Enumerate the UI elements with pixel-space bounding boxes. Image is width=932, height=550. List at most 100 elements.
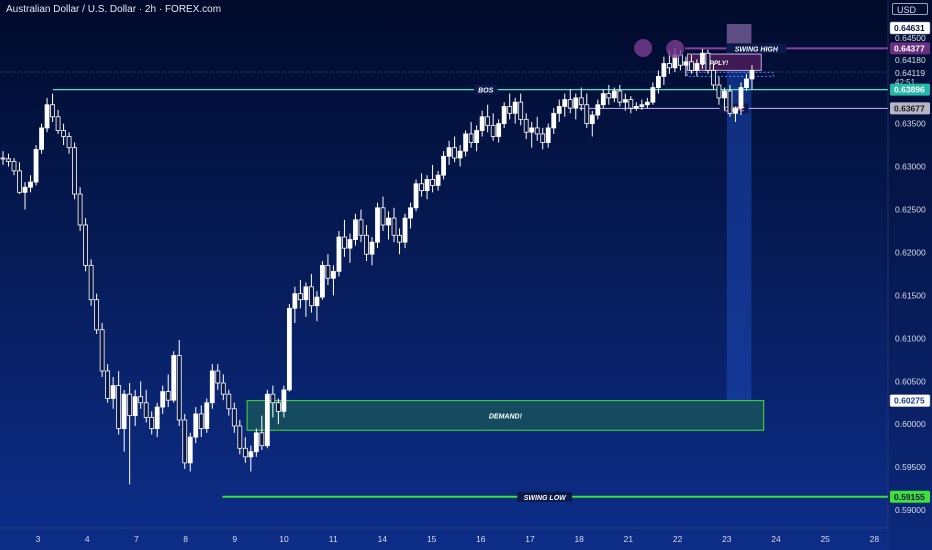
candle-body: [512, 101, 518, 114]
candle-body: [606, 93, 612, 99]
candle-body: [430, 179, 435, 186]
time-tick-label: 8: [183, 534, 188, 544]
candle-body: [66, 136, 72, 149]
candle-body: [380, 207, 386, 226]
candle-body: [733, 107, 738, 114]
candle-body: [578, 97, 584, 106]
candle-body: [176, 355, 182, 421]
demand-price-tag: [889, 394, 931, 407]
time-tick-label: 7: [134, 534, 139, 544]
candle-body: [171, 355, 177, 401]
candle-body: [253, 432, 259, 453]
candle-body: [55, 116, 61, 131]
candle-body: [386, 217, 391, 226]
price-extra-label: 0.64500: [895, 33, 926, 43]
bos-label: BOS: [478, 88, 494, 95]
candle-body: [6, 158, 11, 162]
time-tick-label: 14: [378, 534, 388, 544]
price-tick-label: 0.62000: [895, 247, 926, 257]
candle-body: [17, 170, 22, 193]
time-tick-label: 3: [36, 534, 41, 544]
candle-body: [716, 84, 722, 99]
candle-body: [700, 52, 705, 64]
candle-body: [650, 87, 656, 103]
candle-body: [518, 101, 524, 120]
candle-body: [567, 99, 573, 109]
candle-body: [468, 133, 474, 143]
candle-body: [600, 93, 606, 106]
price-tick-label: 0.61000: [895, 333, 926, 343]
candle-body: [149, 416, 155, 429]
candle-body: [209, 370, 215, 404]
candle-body: [270, 393, 276, 404]
candle-body: [22, 186, 28, 193]
candle-body: [694, 63, 700, 71]
candle-body: [0, 157, 6, 160]
swing-high-price-tag: [890, 42, 930, 55]
candle-body: [534, 127, 540, 135]
candle-body: [408, 207, 413, 219]
high-price-tag: [889, 21, 931, 35]
candle-body: [463, 133, 469, 152]
candle-body: [264, 393, 270, 447]
candle-body: [127, 393, 133, 417]
swing-low-price-tag-text: 0.59155: [894, 492, 925, 502]
candle-body: [132, 396, 138, 417]
bos-price-tag: [890, 83, 930, 96]
demand-price-tag-text: 0.60275: [894, 396, 925, 406]
swing-high-marker: [666, 39, 685, 58]
candle-body: [99, 329, 105, 372]
candle-body: [237, 425, 243, 449]
time-tick-label: 15: [427, 534, 437, 544]
candle-body: [248, 451, 254, 458]
candle-body: [154, 406, 160, 429]
time-axis-bg: [0, 528, 932, 550]
candle-body: [644, 101, 650, 106]
bos-label-bg: [473, 84, 498, 95]
candle-body: [303, 286, 309, 301]
candle-body: [573, 97, 579, 109]
candle-body: [419, 183, 424, 192]
candle-body: [204, 402, 210, 429]
chart-title: Australian Dollar / U.S. Dollar · 2h · F…: [6, 4, 222, 15]
candle-body: [275, 402, 281, 412]
candle-body: [39, 127, 44, 150]
candle-body: [424, 179, 430, 192]
price-tick-label: 0.63000: [895, 162, 926, 172]
currency-button[interactable]: USD: [892, 3, 928, 15]
candle-body: [584, 104, 590, 125]
price-extra-label: 0.64180: [895, 55, 926, 65]
candle-body: [138, 396, 144, 404]
candle-body: [44, 104, 50, 129]
time-tick-label: 21: [624, 534, 634, 544]
candle-body: [61, 130, 66, 137]
candle-body: [198, 413, 204, 429]
candle-body: [292, 293, 298, 309]
candle-body: [314, 296, 320, 307]
price-tick-label: 0.60000: [895, 419, 926, 429]
time-tick-label: 23: [722, 534, 732, 544]
price-tick-label: 0.62500: [895, 205, 926, 215]
candle-body: [485, 116, 491, 126]
supply-dashed-box: [686, 71, 774, 77]
candle-body: [397, 234, 402, 243]
bos-price-tag-text: 0.63896: [894, 85, 925, 95]
candle-body: [413, 183, 419, 209]
candle-body: [545, 127, 551, 143]
price-extra-label: 0.64119: [895, 68, 925, 78]
candle-body: [297, 293, 303, 301]
candle-body: [689, 61, 694, 71]
candle-body: [655, 76, 661, 88]
time-tick-label: 25: [820, 534, 830, 544]
candle-body: [165, 391, 171, 401]
candle-body: [457, 150, 463, 159]
countdown-label: 42:51: [895, 78, 916, 87]
candle-body: [336, 236, 342, 272]
candle-body: [358, 219, 364, 236]
candle-body: [50, 104, 55, 118]
candle-body: [727, 90, 733, 114]
candle-body: [711, 69, 716, 86]
candle-body: [722, 90, 727, 99]
swing-high-label: SWING HIGH: [735, 46, 779, 53]
